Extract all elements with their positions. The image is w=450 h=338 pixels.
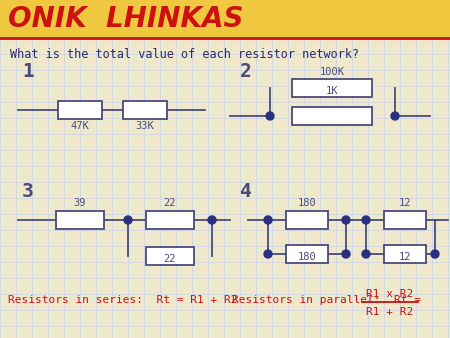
Circle shape xyxy=(208,216,216,224)
Text: 47K: 47K xyxy=(71,121,90,131)
Circle shape xyxy=(264,216,272,224)
Text: 22: 22 xyxy=(164,198,176,208)
Text: 12: 12 xyxy=(399,198,411,208)
Circle shape xyxy=(342,216,350,224)
Bar xyxy=(146,247,194,265)
Circle shape xyxy=(124,216,132,224)
Text: ONIK  LHINKAS: ONIK LHINKAS xyxy=(8,5,243,33)
Bar xyxy=(384,245,426,263)
Circle shape xyxy=(264,250,272,258)
Text: Resistors in parallel:  Rt =: Resistors in parallel: Rt = xyxy=(232,295,421,305)
Text: What is the total value of each resistor network?: What is the total value of each resistor… xyxy=(10,48,359,61)
Text: 180: 180 xyxy=(297,198,316,208)
Text: R1 x R2: R1 x R2 xyxy=(366,289,414,299)
Circle shape xyxy=(431,250,439,258)
Bar xyxy=(58,101,102,119)
Bar xyxy=(384,211,426,229)
Text: 22: 22 xyxy=(164,254,176,264)
Bar xyxy=(56,211,104,229)
Text: Resistors in series:  Rt = R1 + R2: Resistors in series: Rt = R1 + R2 xyxy=(8,295,238,305)
Bar xyxy=(286,245,328,263)
Text: 1: 1 xyxy=(22,62,34,81)
Circle shape xyxy=(362,216,370,224)
Text: 2: 2 xyxy=(240,62,252,81)
Text: 100K: 100K xyxy=(320,67,345,77)
Text: 12: 12 xyxy=(399,252,411,262)
Bar xyxy=(123,101,167,119)
Bar xyxy=(292,107,372,125)
Circle shape xyxy=(391,112,399,120)
Bar xyxy=(286,211,328,229)
Text: R1 + R2: R1 + R2 xyxy=(366,307,414,317)
Text: 180: 180 xyxy=(297,252,316,262)
Text: 33K: 33K xyxy=(135,121,154,131)
Text: 4: 4 xyxy=(240,182,252,201)
Circle shape xyxy=(342,250,350,258)
Text: 39: 39 xyxy=(74,198,86,208)
Bar xyxy=(0,0,450,38)
Bar xyxy=(292,79,372,97)
Bar xyxy=(146,211,194,229)
Circle shape xyxy=(266,112,274,120)
Text: 1K: 1K xyxy=(326,86,338,96)
Circle shape xyxy=(362,250,370,258)
Text: 3: 3 xyxy=(22,182,34,201)
